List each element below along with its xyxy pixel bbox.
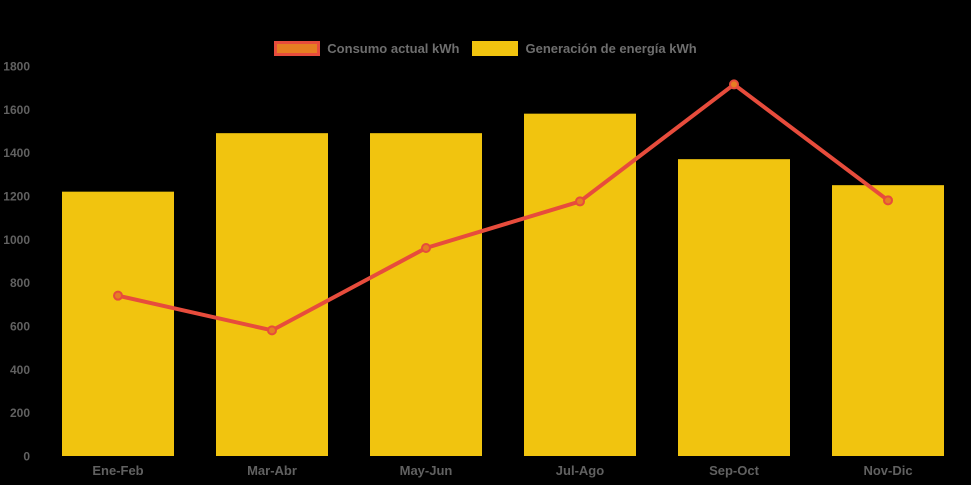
x-axis-label-Ene-Feb: Ene-Feb [92, 463, 143, 478]
x-axis-label-Sep-Oct: Sep-Oct [709, 463, 760, 478]
bar-May-Jun[interactable] [370, 133, 482, 456]
chart-legend: Consumo actual kWh Generación de energía… [0, 41, 971, 56]
x-axis-label-Nov-Dic: Nov-Dic [863, 463, 912, 478]
bar-Mar-Abr[interactable] [216, 133, 328, 456]
legend-item-generacion-energia[interactable]: Generación de energía kWh [472, 41, 697, 56]
y-axis-tick-label: 400 [10, 363, 30, 377]
legend-swatch-consumo-actual [274, 41, 321, 56]
y-axis-tick-label: 1400 [3, 146, 30, 160]
legend-label-consumo-actual: Consumo actual kWh [327, 41, 460, 56]
x-axis-label-May-Jun: May-Jun [400, 463, 453, 478]
line-point-Ene-Feb[interactable] [113, 290, 123, 301]
line-point-Sep-Oct[interactable] [729, 79, 739, 90]
line-point-May-Jun[interactable] [421, 243, 431, 253]
y-axis-tick-label: 1600 [3, 103, 30, 117]
legend-item-consumo-actual[interactable]: Consumo actual kWh [274, 41, 459, 56]
consumo-line [116, 82, 890, 333]
y-axis-tick-label: 1800 [3, 60, 30, 74]
y-axis-tick-label: 600 [10, 320, 30, 334]
y-axis-tick-label: 800 [10, 276, 30, 290]
line-point-Mar-Abr[interactable] [267, 325, 277, 336]
line-point-Jul-Ago[interactable] [575, 196, 585, 207]
bar-Jul-Ago[interactable] [524, 113, 636, 457]
legend-swatch-generacion-energia [472, 41, 519, 56]
y-axis-tick-label: 200 [10, 406, 30, 420]
x-axis-label-Mar-Abr: Mar-Abr [247, 463, 297, 478]
line-point-Nov-Dic[interactable] [883, 195, 893, 206]
bar-Nov-Dic[interactable] [832, 185, 944, 456]
bar-Ene-Feb[interactable] [62, 191, 174, 456]
legend-label-generacion-energia: Generación de energía kWh [525, 41, 697, 56]
x-axis-label-Jul-Ago: Jul-Ago [556, 463, 604, 478]
bar-Sep-Oct[interactable] [678, 159, 790, 456]
y-axis-tick-label: 1000 [3, 233, 30, 247]
y-axis-tick-label: 1200 [3, 190, 30, 204]
y-axis-tick-label: 0 [23, 450, 30, 464]
